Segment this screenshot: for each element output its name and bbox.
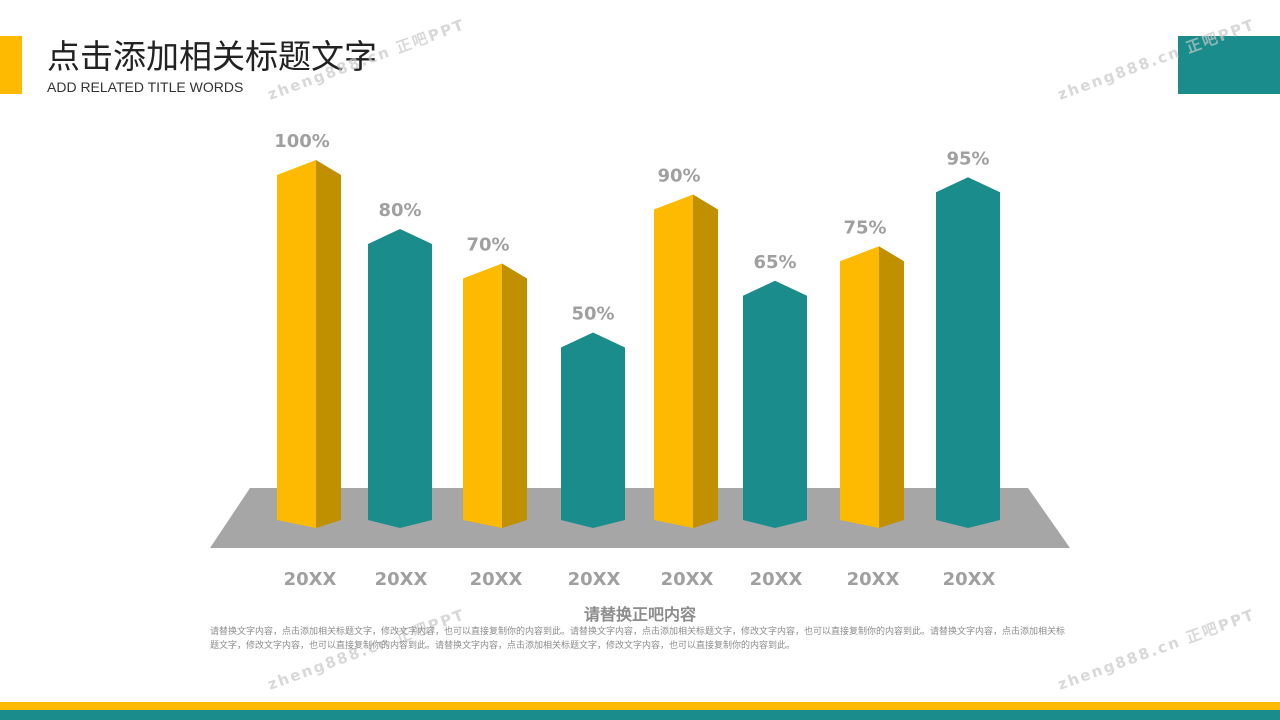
bar-front	[463, 263, 502, 528]
value-label: 65%	[753, 252, 796, 273]
x-tick-label: 20XX	[943, 569, 996, 590]
bar-front	[654, 194, 693, 528]
bar-side	[502, 263, 527, 528]
x-tick-label: 20XX	[568, 569, 621, 590]
bar-side	[316, 160, 341, 528]
value-label: 95%	[946, 148, 989, 169]
watermark: zheng888.cn 正吧PPT	[1055, 15, 1258, 103]
bar-front	[277, 160, 316, 528]
x-tick-label: 20XX	[750, 569, 803, 590]
bar	[936, 177, 1000, 528]
x-tick-label: 20XX	[470, 569, 523, 590]
bar	[561, 332, 625, 528]
bar	[743, 280, 807, 528]
x-tick-label: 20XX	[284, 569, 337, 590]
x-tick-label: 20XX	[847, 569, 900, 590]
bar-side	[879, 246, 904, 528]
value-label: 80%	[378, 200, 421, 221]
bar	[368, 229, 432, 528]
value-label: 75%	[843, 217, 886, 238]
title: 点击添加相关标题文字	[47, 37, 377, 76]
bar-front	[840, 246, 879, 528]
watermark: zheng888.cn 正吧PPT	[265, 15, 468, 103]
caption-title: 请替换正吧内容	[583, 605, 696, 624]
x-tick-label: 20XX	[375, 569, 428, 590]
x-tick-label: 20XX	[661, 569, 714, 590]
value-label: 50%	[571, 304, 614, 325]
caption-body: 请替换文字内容，点击添加相关标题文字，修改文字内容，也可以直接复制你的内容到此。…	[210, 627, 1066, 651]
value-label: 90%	[657, 166, 700, 187]
bar-side	[693, 194, 718, 528]
footer-stripe	[0, 702, 1280, 710]
value-label: 100%	[274, 131, 330, 152]
accent-block	[1178, 36, 1280, 94]
accent-bar	[0, 36, 22, 94]
footer-stripe	[0, 710, 1280, 720]
value-label: 70%	[466, 235, 509, 256]
subtitle: ADD RELATED TITLE WORDS	[47, 79, 244, 95]
